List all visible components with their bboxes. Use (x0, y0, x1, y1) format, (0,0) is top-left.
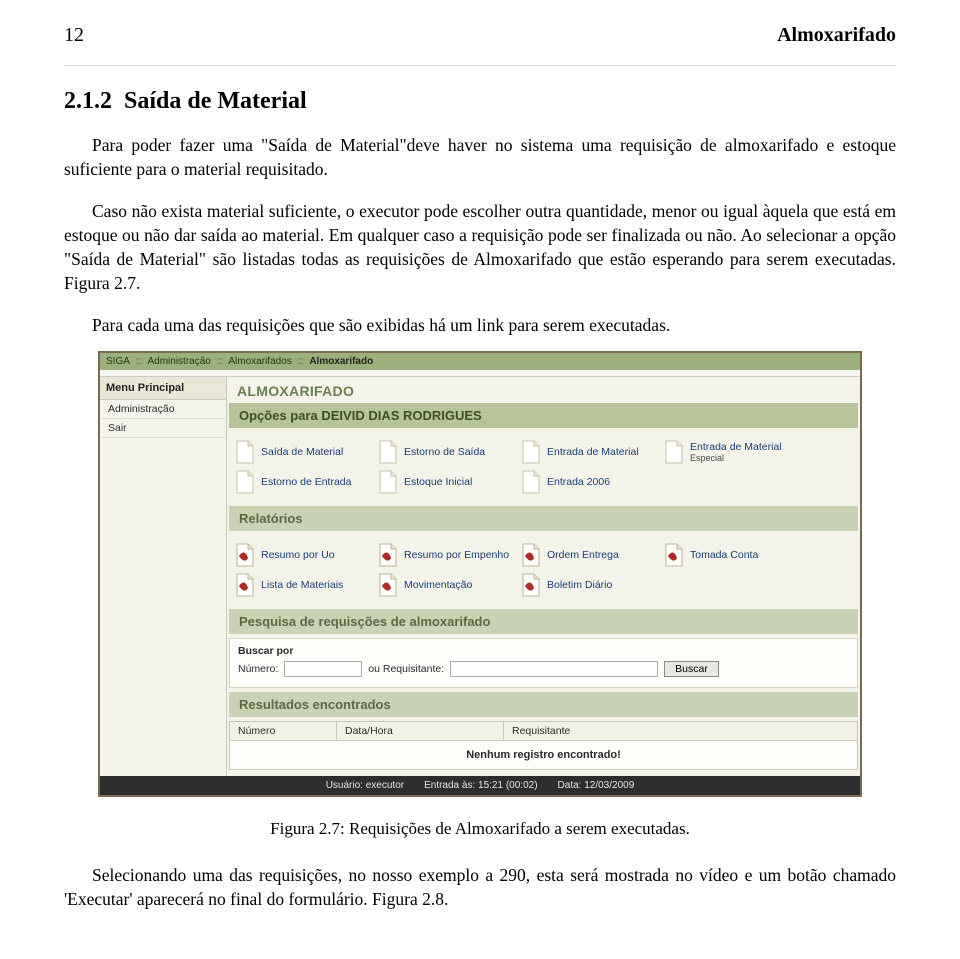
status-bar: Usuário: executor Entrada às: 15:21 (00:… (100, 776, 860, 795)
section-heading: 2.1.2 Saída de Material (64, 88, 896, 115)
sidebar-title: Menu Principal (100, 377, 226, 400)
pdf-icon (521, 573, 541, 597)
report-movimentacao[interactable]: Movimentação (378, 573, 513, 597)
option-estorno-entrada[interactable]: Estorno de Entrada (235, 470, 370, 494)
breadcrumb-item[interactable]: Administração (147, 356, 210, 367)
option-saida-material[interactable]: Saída de Material (235, 440, 370, 464)
sidebar-item-sair[interactable]: Sair (100, 419, 226, 438)
figure-caption: Figura 2.7: Requisições de Almoxarifado … (64, 819, 896, 839)
option-estoque-inicial[interactable]: Estoque Inicial (378, 470, 513, 494)
ou-label: ou Requisitante: (368, 663, 444, 675)
header-divider (64, 65, 896, 66)
section-title-text: Saída de Material (124, 88, 307, 114)
page-header: 12 Almoxarifado (64, 24, 896, 47)
sidebar: Menu Principal Administração Sair (100, 377, 227, 776)
report-lista-materiais[interactable]: Lista de Materiais (235, 573, 370, 597)
buscar-button[interactable]: Buscar (664, 661, 719, 677)
document-icon (235, 440, 255, 464)
closing-paragraph: Selecionando uma das requisições, no nos… (64, 863, 896, 911)
status-user-label: Usuário: (326, 780, 363, 791)
report-tomada-conta[interactable]: Tomada Conta (664, 543, 799, 567)
option-estorno-saida[interactable]: Estorno de Saída (378, 440, 513, 464)
pdf-icon (378, 543, 398, 567)
paragraph-3: Para cada uma das requisições que são ex… (64, 313, 896, 337)
option-entrada-2006[interactable]: Entrada 2006 (521, 470, 656, 494)
document-icon (521, 470, 541, 494)
report-resumo-uo[interactable]: Resumo por Uo (235, 543, 370, 567)
paragraph-1: Para poder fazer uma "Saída de Material"… (64, 133, 896, 181)
status-user: executor (366, 780, 404, 791)
document-icon (521, 440, 541, 464)
no-records-message: Nenhum registro encontrado! (229, 741, 858, 770)
document-icon (235, 470, 255, 494)
options-band: Opções para DEIVID DIAS RODRIGUES (229, 403, 858, 428)
search-band: Pesquisa de requisções de almoxarifado (229, 609, 858, 634)
document-icon (378, 440, 398, 464)
option-entrada-material[interactable]: Entrada de Material (521, 440, 656, 464)
reports-band: Relatórios (229, 506, 858, 531)
col-numero: Número (230, 721, 337, 740)
status-entry-label: Entrada às: (424, 780, 475, 791)
module-title: ALMOXARIFADO (227, 377, 860, 401)
status-date-label: Data: (558, 780, 582, 791)
report-ordem-entrega[interactable]: Ordem Entrega (521, 543, 656, 567)
option-entrada-material-especial[interactable]: Entrada de MaterialEspecial (664, 440, 799, 464)
reports-grid: Resumo por Uo Resumo por Empenho Ordem E… (227, 535, 860, 607)
results-table: Número Data/Hora Requisitante (229, 721, 858, 741)
pdf-icon (378, 573, 398, 597)
status-date: 12/03/2009 (584, 780, 634, 791)
options-grid: Saída de Material Estorno de Saída Entra… (227, 432, 860, 504)
breadcrumb-item[interactable]: Almoxarifados (228, 356, 291, 367)
paragraph-2: Caso não exista material suficiente, o e… (64, 199, 896, 296)
search-area: Buscar por Número: ou Requisitante: Busc… (229, 638, 858, 688)
section-number: 2.1.2 (64, 88, 112, 114)
pdf-icon (664, 543, 684, 567)
document-icon (378, 470, 398, 494)
numero-label: Número: (238, 663, 278, 675)
search-label: Buscar por (238, 645, 849, 657)
breadcrumb: SIGA:: Administração:: Almoxarifados:: A… (100, 353, 860, 370)
sidebar-item-admin[interactable]: Administração (100, 400, 226, 419)
results-band: Resultados encontrados (229, 692, 858, 717)
status-entry: 15:21 (00:02) (478, 780, 538, 791)
pdf-icon (235, 573, 255, 597)
strip (100, 370, 860, 377)
chapter-title: Almoxarifado (777, 24, 896, 47)
col-requisitante: Requisitante (504, 721, 858, 740)
col-datahora: Data/Hora (337, 721, 504, 740)
document-icon (664, 440, 684, 464)
breadcrumb-item[interactable]: SIGA (106, 356, 130, 367)
main-panel: ALMOXARIFADO Opções para DEIVID DIAS ROD… (227, 377, 860, 776)
embedded-screenshot: SIGA:: Administração:: Almoxarifados:: A… (98, 351, 862, 797)
pdf-icon (235, 543, 255, 567)
breadcrumb-current: Almoxarifado (309, 356, 373, 367)
numero-input[interactable] (284, 661, 362, 677)
report-resumo-empenho[interactable]: Resumo por Empenho (378, 543, 513, 567)
requisitante-input[interactable] (450, 661, 658, 677)
report-boletim-diario[interactable]: Boletim Diário (521, 573, 656, 597)
page-number: 12 (64, 24, 84, 47)
pdf-icon (521, 543, 541, 567)
